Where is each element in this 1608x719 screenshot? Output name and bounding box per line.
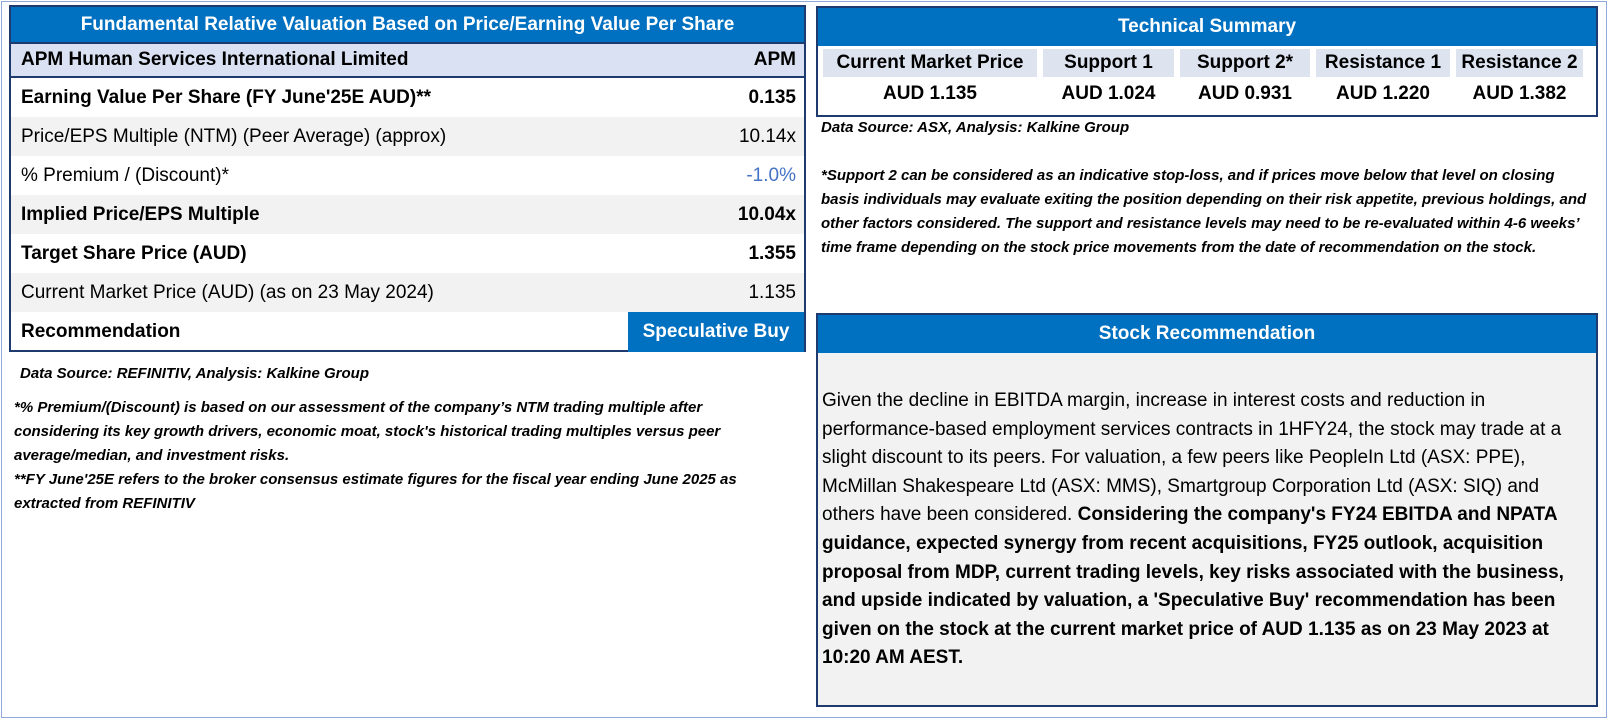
tech-col-value: AUD 0.931 [1198,83,1292,104]
technical-note: *Support 2 can be considered as an indic… [821,167,1587,256]
row-value: 10.14x [738,125,796,147]
tech-col-label: Current Market Price [823,49,1037,77]
row-label: Recommendation [21,321,181,342]
tech-col-label: Resistance 1 [1316,49,1450,77]
tech-col-value: AUD 1.382 [1472,83,1567,104]
stock-recommendation-text: Given the decline in EBITDA margin, incr… [818,353,1596,673]
valuation-header: Fundamental Relative Valuation Based on … [11,7,804,44]
tech-col-label: Support 1 [1043,49,1174,77]
row-value: 10.04x [737,203,796,225]
row-label: Earning Value Per Share (FY June'25E AUD… [21,86,431,108]
row-value: 1.355 [748,242,796,264]
row-label: Implied Price/EPS Multiple [21,203,260,225]
company-row: APM Human Services International Limited… [11,44,804,78]
reco-text-regular: Given the decline in EBITDA margin, incr… [822,390,1562,526]
stock-recommendation-header: Stock Recommendation [818,315,1596,353]
table-row-current-price: Current Market Price (AUD) (as on 23 May… [11,273,804,312]
tech-col-resistance-1: Resistance 1 AUD 1.220 [1316,49,1450,111]
tech-col-support-1: Support 1 AUD 1.024 [1043,49,1174,111]
valuation-data-source: Data Source: REFINITIV, Analysis: Kalkin… [20,365,369,382]
table-row-recommendation: Recommendation Speculative Buy [11,312,804,352]
row-label: % Premium / (Discount)* [21,164,229,186]
tech-col-current-price: Current Market Price AUD 1.135 [823,49,1037,111]
row-label: Price/EPS Multiple (NTM) (Peer Average) … [21,125,447,147]
technical-summary: Technical Summary Current Market Price A… [816,6,1598,117]
table-row-eps: Earning Value Per Share (FY June'25E AUD… [11,78,804,117]
tech-col-value: AUD 1.220 [1336,83,1430,104]
row-label: Target Share Price (AUD) [21,242,247,264]
tech-col-resistance-2: Resistance 2 AUD 1.382 [1456,49,1583,111]
tech-col-label: Support 2* [1180,49,1310,77]
valuation-notes: *% Premium/(Discount) is based on our as… [14,396,784,516]
tech-col-value: AUD 1.024 [1061,83,1156,104]
row-value: 1.135 [748,281,796,303]
tech-col-support-2: Support 2* AUD 0.931 [1180,49,1310,111]
tech-col-value: AUD 1.135 [883,83,977,104]
technical-data-source: Data Source: ASX, Analysis: Kalkine Grou… [821,119,1130,136]
tech-col-label: Resistance 2 [1456,49,1583,77]
table-row-target-price: Target Share Price (AUD) 1.355 [11,234,804,273]
stock-recommendation: Stock Recommendation Given the decline i… [816,313,1598,707]
technical-header: Technical Summary [818,8,1596,46]
table-row-peer-multiple: Price/EPS Multiple (NTM) (Peer Average) … [11,117,804,156]
table-row-implied-multiple: Implied Price/EPS Multiple 10.04x [11,195,804,234]
note-premium-discount: *% Premium/(Discount) is based on our as… [14,399,721,464]
reco-text-bold: Considering the company's FY24 EBITDA an… [822,504,1564,669]
table-row-premium-discount: % Premium / (Discount)* -1.0% [11,156,804,195]
technical-grid: Current Market Price AUD 1.135 Support 1… [818,49,1596,111]
company-name: APM Human Services International Limited [21,49,409,70]
recommendation-badge: Speculative Buy [628,312,804,352]
note-fy-estimate: **FY June'25E refers to the broker conse… [14,471,737,512]
row-value: 0.135 [748,86,796,108]
row-label: Current Market Price (AUD) (as on 23 May… [21,281,434,303]
valuation-table: Fundamental Relative Valuation Based on … [9,5,806,352]
company-ticker: APM [753,49,796,70]
row-value: -1.0% [746,164,796,186]
